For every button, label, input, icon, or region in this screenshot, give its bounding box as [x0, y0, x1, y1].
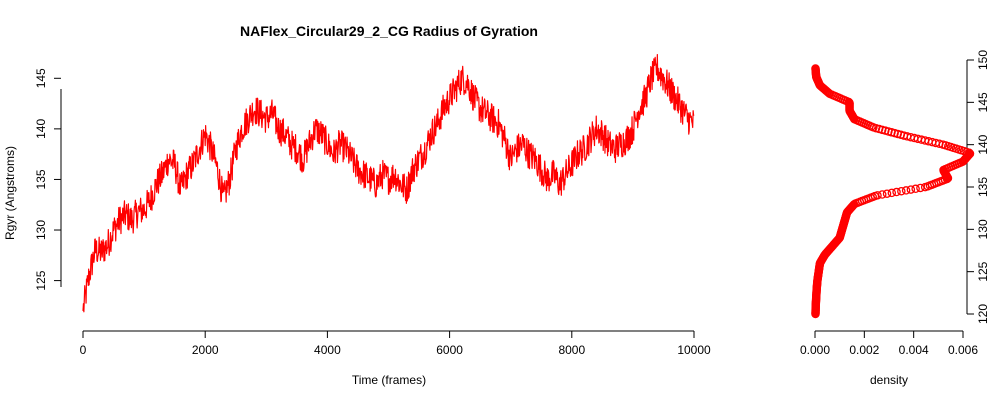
density-y-tick-label-3: 135 [976, 177, 990, 197]
density-x-tick-label-1: 0.002 [849, 343, 879, 357]
y-axis-ticks: 125 130 135 140 145 [34, 68, 61, 291]
x-tick-label-2: 4000 [314, 343, 341, 357]
x-tick-label-3: 6000 [436, 343, 463, 357]
density-y-tick-label-0: 120 [976, 304, 990, 324]
density-series [811, 64, 975, 319]
x-tick-label-1: 2000 [192, 343, 219, 357]
density-point-150 [897, 186, 906, 196]
x-tick-label-0: 0 [80, 343, 87, 357]
y-tick-label-0: 125 [34, 270, 48, 290]
density-y-tick-label-1: 125 [976, 261, 990, 281]
density-y-tick-label-4: 140 [976, 134, 990, 154]
density-y-tick-label-5: 145 [976, 92, 990, 112]
density-x-tick-label-2: 0.004 [899, 343, 929, 357]
density-x-tick-label-0: 0.000 [800, 343, 830, 357]
chart-title: NAFlex_Circular29_2_CG Radius of Gyratio… [240, 23, 538, 39]
x-tick-label-4: 8000 [558, 343, 585, 357]
density-y-tick-label-6: 150 [976, 50, 990, 70]
rgyr-series-line [82, 53, 695, 313]
time-series-chart: NAFlex_Circular29_2_CG Radius of Gyratio… [3, 23, 711, 387]
y-tick-label-3: 140 [34, 119, 48, 139]
density-x-axis-ticks: 0.000 0.002 0.004 0.006 [800, 331, 978, 357]
x-axis-label: Time (frames) [352, 373, 426, 387]
density-point-145 [873, 191, 882, 200]
density-y-axis-ticks: 120 125 130 135 140 145 150 [967, 50, 990, 324]
density-y-tick-label-2: 130 [976, 219, 990, 239]
density-point-300 [811, 64, 820, 73]
x-tick-label-5: 10000 [677, 343, 711, 357]
x-axis-ticks: 0 2000 4000 6000 8000 10000 [80, 331, 711, 357]
density-point-152 [906, 185, 916, 194]
density-x-axis-label: density [870, 373, 908, 387]
density-point-147 [882, 189, 892, 198]
density-x-tick-label-3: 0.006 [948, 343, 978, 357]
density-point-153 [911, 184, 920, 194]
y-tick-label-4: 145 [34, 68, 48, 88]
y-axis-label: Rgyr (Angstroms) [3, 146, 17, 240]
density-chart: density 0.000 0.002 0.004 0.006 120 125 130 13… [800, 50, 990, 387]
density-point-148 [887, 188, 897, 198]
density-point-151 [901, 186, 911, 195]
y-tick-label-2: 135 [34, 169, 48, 189]
density-point-146 [878, 190, 887, 199]
y-tick-label-1: 130 [34, 220, 48, 240]
density-point-149 [892, 187, 901, 197]
